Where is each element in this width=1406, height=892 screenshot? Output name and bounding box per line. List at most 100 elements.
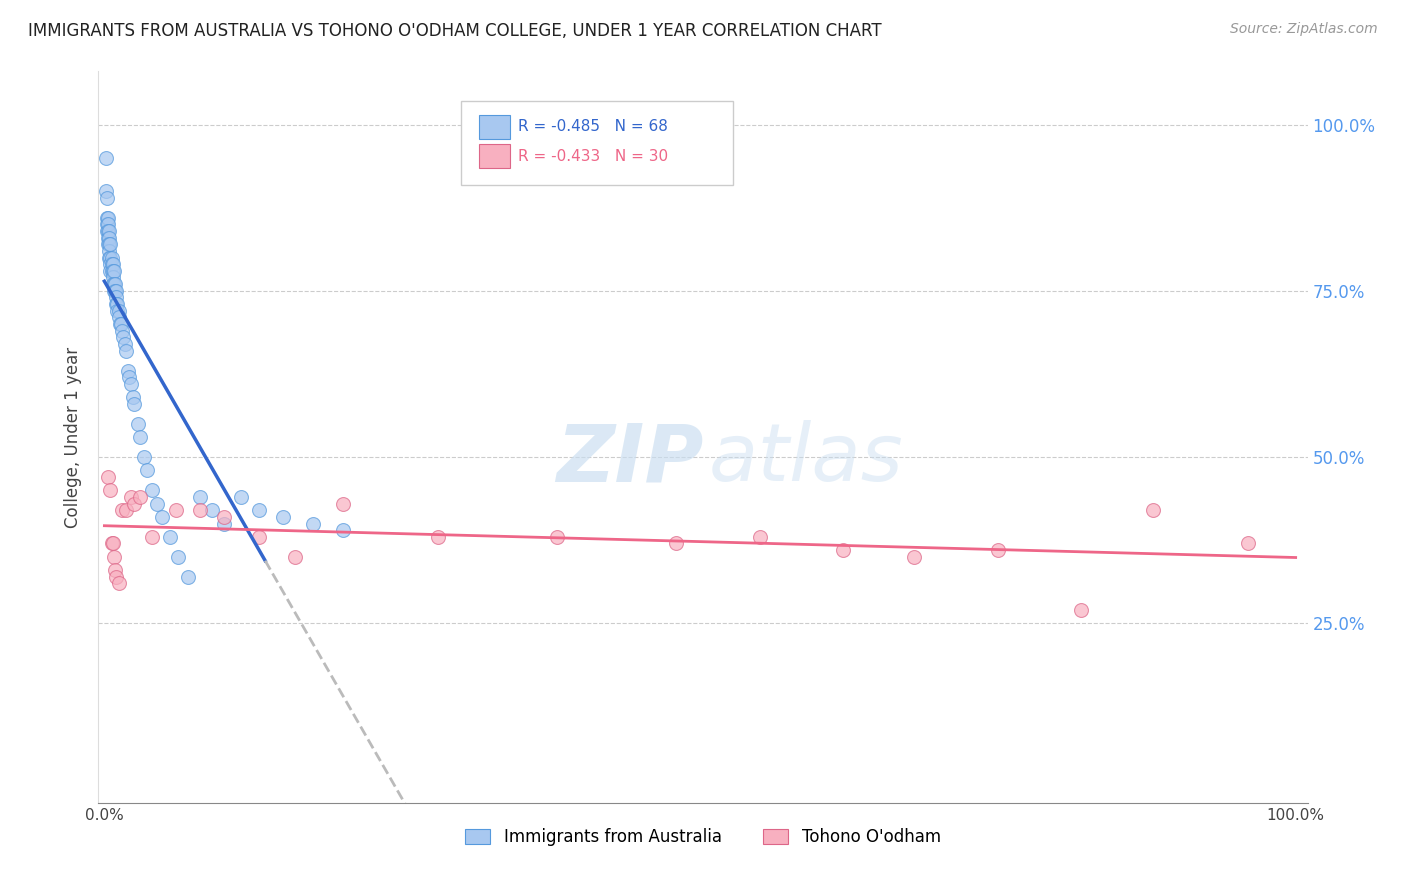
Point bbox=[101, 536, 124, 550]
Point bbox=[1237, 536, 1260, 550]
Point bbox=[98, 264, 121, 278]
Point bbox=[665, 536, 688, 550]
Point bbox=[101, 264, 124, 278]
Point bbox=[98, 237, 121, 252]
Point bbox=[97, 211, 120, 225]
Point bbox=[103, 264, 125, 278]
Point bbox=[105, 284, 128, 298]
Point bbox=[141, 483, 163, 498]
Text: R = -0.485   N = 68: R = -0.485 N = 68 bbox=[517, 120, 668, 135]
Point bbox=[94, 151, 117, 165]
Point bbox=[107, 303, 129, 318]
Point bbox=[107, 303, 129, 318]
Point bbox=[120, 376, 142, 391]
Point bbox=[103, 284, 125, 298]
Point bbox=[212, 516, 235, 531]
Point bbox=[100, 536, 122, 550]
Point bbox=[177, 570, 200, 584]
Point bbox=[103, 549, 125, 564]
Point bbox=[97, 230, 120, 244]
Point bbox=[104, 563, 127, 577]
Point bbox=[96, 191, 118, 205]
Point bbox=[302, 516, 325, 531]
Point bbox=[107, 310, 129, 325]
Point bbox=[122, 497, 145, 511]
Point bbox=[247, 530, 270, 544]
Point bbox=[94, 184, 117, 198]
Point bbox=[96, 217, 118, 231]
Point bbox=[105, 290, 128, 304]
Point bbox=[100, 251, 122, 265]
Text: IMMIGRANTS FROM AUSTRALIA VS TOHONO O'ODHAM COLLEGE, UNDER 1 YEAR CORRELATION CH: IMMIGRANTS FROM AUSTRALIA VS TOHONO O'OD… bbox=[28, 22, 882, 40]
Point bbox=[114, 337, 136, 351]
Point bbox=[98, 483, 121, 498]
Point bbox=[832, 543, 855, 558]
Point bbox=[150, 509, 173, 524]
Point bbox=[284, 549, 307, 564]
Point bbox=[101, 257, 124, 271]
Point bbox=[98, 230, 121, 244]
Point bbox=[200, 503, 222, 517]
Point bbox=[101, 277, 124, 292]
Text: R = -0.433   N = 30: R = -0.433 N = 30 bbox=[517, 149, 668, 164]
FancyBboxPatch shape bbox=[461, 101, 734, 185]
Point bbox=[129, 490, 152, 504]
Point bbox=[100, 264, 122, 278]
Point bbox=[141, 530, 163, 544]
Point bbox=[117, 363, 139, 377]
Point bbox=[120, 490, 142, 504]
Point bbox=[146, 497, 169, 511]
Point bbox=[426, 530, 449, 544]
Point bbox=[110, 317, 132, 331]
Point bbox=[97, 237, 120, 252]
FancyBboxPatch shape bbox=[479, 114, 509, 138]
Text: Source: ZipAtlas.com: Source: ZipAtlas.com bbox=[1230, 22, 1378, 37]
Point bbox=[748, 530, 770, 544]
Point bbox=[136, 463, 159, 477]
Point bbox=[98, 251, 121, 265]
Point bbox=[104, 284, 127, 298]
Point bbox=[271, 509, 294, 524]
Point bbox=[127, 417, 149, 431]
FancyBboxPatch shape bbox=[479, 144, 509, 168]
Point bbox=[188, 490, 211, 504]
Point bbox=[101, 270, 124, 285]
Text: atlas: atlas bbox=[709, 420, 904, 498]
Point bbox=[212, 509, 235, 524]
Point bbox=[118, 370, 141, 384]
Point bbox=[1070, 603, 1092, 617]
Point bbox=[167, 549, 190, 564]
Point bbox=[165, 503, 187, 517]
Point bbox=[97, 217, 120, 231]
Point bbox=[114, 343, 136, 358]
Legend: Immigrants from Australia, Tohono O'odham: Immigrants from Australia, Tohono O'odha… bbox=[458, 822, 948, 853]
Point bbox=[111, 324, 134, 338]
Y-axis label: College, Under 1 year: College, Under 1 year bbox=[65, 346, 83, 528]
Point bbox=[105, 570, 128, 584]
Point bbox=[96, 211, 118, 225]
Point bbox=[103, 277, 125, 292]
Point bbox=[129, 430, 152, 444]
Point bbox=[332, 523, 354, 537]
Point bbox=[107, 576, 129, 591]
Point bbox=[332, 497, 354, 511]
Point bbox=[132, 450, 155, 464]
Point bbox=[114, 503, 136, 517]
Point bbox=[104, 277, 127, 292]
Point bbox=[97, 224, 120, 238]
Point bbox=[108, 317, 131, 331]
Point bbox=[105, 297, 128, 311]
Text: ZIP: ZIP bbox=[555, 420, 703, 498]
Point bbox=[100, 257, 122, 271]
Point bbox=[188, 503, 211, 517]
Point bbox=[122, 390, 145, 404]
Point bbox=[98, 237, 121, 252]
Point bbox=[98, 251, 121, 265]
Point bbox=[98, 244, 121, 258]
Point bbox=[112, 330, 135, 344]
Point bbox=[97, 470, 120, 484]
Point bbox=[122, 397, 145, 411]
Point bbox=[987, 543, 1010, 558]
Point bbox=[96, 224, 118, 238]
Point bbox=[903, 549, 925, 564]
